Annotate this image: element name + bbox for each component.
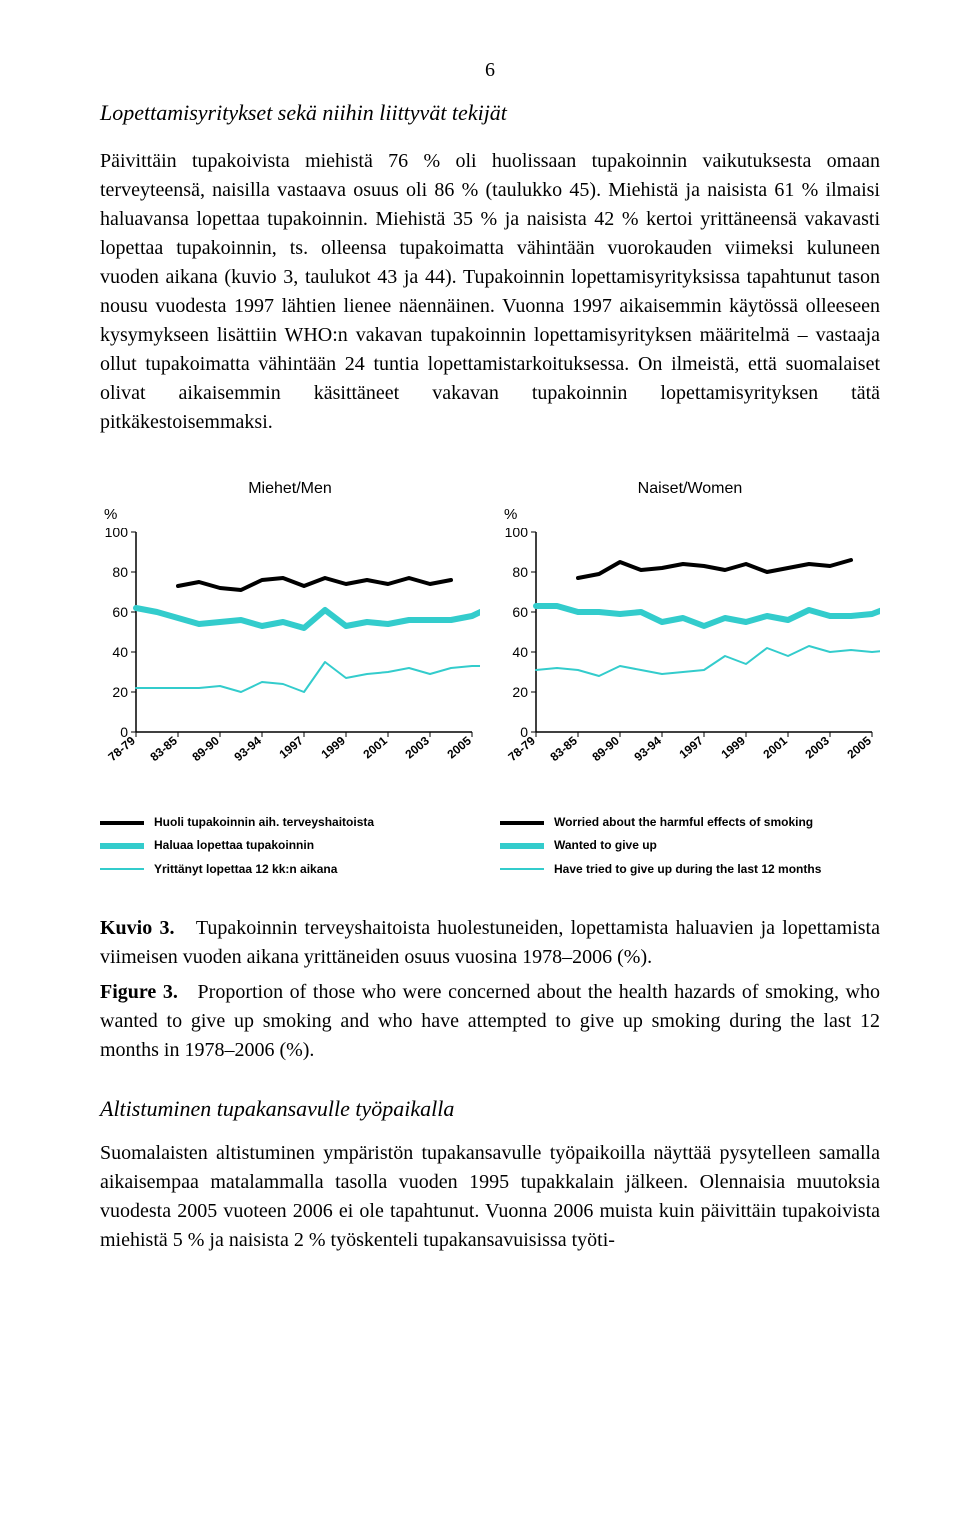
legend-label: Yrittänyt lopettaa 12 kk:n aikana bbox=[154, 861, 337, 878]
page-number: 6 bbox=[100, 56, 880, 85]
svg-text:100: 100 bbox=[505, 528, 529, 540]
svg-text:93-94: 93-94 bbox=[231, 733, 264, 764]
caption-fi: Kuvio 3. Tupakoinnin terveyshaitoista hu… bbox=[100, 914, 880, 972]
svg-text:100: 100 bbox=[105, 528, 129, 540]
svg-text:93-94: 93-94 bbox=[631, 733, 664, 764]
legend-item: Huoli tupakoinnin aih. terveyshaitoista bbox=[100, 814, 480, 831]
svg-text:2005: 2005 bbox=[844, 733, 874, 761]
chart-women-svg: 10080604020078-7983-8589-9093-9419971999… bbox=[500, 528, 880, 778]
body-paragraph-2: Suomalaisten altistuminen ympäristön tup… bbox=[100, 1139, 880, 1255]
legend-swatch bbox=[100, 843, 144, 849]
svg-text:2001: 2001 bbox=[360, 733, 390, 761]
legend-label: Huoli tupakoinnin aih. terveyshaitoista bbox=[154, 814, 374, 831]
section-heading-exposure: Altistuminen tupakansavulle työpaikalla bbox=[100, 1093, 880, 1125]
figure-caption: Kuvio 3. Tupakoinnin terveyshaitoista hu… bbox=[100, 914, 880, 1065]
svg-text:89-90: 89-90 bbox=[589, 733, 622, 764]
svg-text:83-85: 83-85 bbox=[547, 733, 580, 764]
legend-label: Wanted to give up bbox=[554, 837, 657, 854]
caption-en-lead: Figure 3. bbox=[100, 981, 178, 1003]
svg-text:60: 60 bbox=[112, 604, 128, 620]
legend-row: Huoli tupakoinnin aih. terveyshaitoista H… bbox=[100, 808, 880, 884]
chart-women-title: Naiset/Women bbox=[500, 477, 880, 500]
legend-swatch bbox=[500, 843, 544, 849]
svg-text:80: 80 bbox=[512, 564, 528, 580]
legend-swatch bbox=[500, 868, 544, 870]
legend-right: Worried about the harmful effects of smo… bbox=[500, 808, 880, 884]
caption-fi-text: Tupakoinnin terveyshaitoista huolestunei… bbox=[100, 917, 880, 968]
svg-text:20: 20 bbox=[512, 684, 528, 700]
chart-women-pctlabel: % bbox=[504, 504, 880, 526]
chart-men: Miehet/Men % 10080604020078-7983-8589-90… bbox=[100, 477, 480, 778]
chart-women: Naiset/Women % 10080604020078-7983-8589-… bbox=[500, 477, 880, 778]
svg-text:40: 40 bbox=[512, 644, 528, 660]
section-heading-quit-attempts: Lopettamisyritykset sekä niihin liittyvä… bbox=[100, 97, 880, 129]
legend-item: Have tried to give up during the last 12… bbox=[500, 861, 880, 878]
svg-text:80: 80 bbox=[112, 564, 128, 580]
legend-item: Worried about the harmful effects of smo… bbox=[500, 814, 880, 831]
svg-text:1999: 1999 bbox=[318, 733, 348, 761]
svg-text:89-90: 89-90 bbox=[189, 733, 222, 764]
svg-text:1997: 1997 bbox=[676, 733, 706, 761]
legend-label: Haluaa lopettaa tupakoinnin bbox=[154, 837, 314, 854]
svg-text:60: 60 bbox=[512, 604, 528, 620]
svg-text:40: 40 bbox=[112, 644, 128, 660]
legend-swatch bbox=[100, 821, 144, 825]
legend-item: Yrittänyt lopettaa 12 kk:n aikana bbox=[100, 861, 480, 878]
legend-item: Haluaa lopettaa tupakoinnin bbox=[100, 837, 480, 854]
chart-men-pctlabel: % bbox=[104, 504, 480, 526]
svg-text:20: 20 bbox=[112, 684, 128, 700]
svg-text:1999: 1999 bbox=[718, 733, 748, 761]
legend-label: Worried about the harmful effects of smo… bbox=[554, 814, 813, 831]
legend-swatch bbox=[500, 821, 544, 825]
svg-text:2003: 2003 bbox=[802, 733, 832, 761]
legend-swatch bbox=[100, 868, 144, 870]
charts-row: Miehet/Men % 10080604020078-7983-8589-90… bbox=[100, 477, 880, 778]
svg-text:2003: 2003 bbox=[402, 733, 432, 761]
svg-text:1997: 1997 bbox=[276, 733, 306, 761]
svg-text:2001: 2001 bbox=[760, 733, 790, 761]
chart-men-title: Miehet/Men bbox=[100, 477, 480, 500]
svg-text:2005: 2005 bbox=[444, 733, 474, 761]
body-paragraph-1: Päivittäin tupakoivista miehistä 76 % ol… bbox=[100, 147, 880, 437]
caption-en-text: Proportion of those who were concerned a… bbox=[100, 981, 880, 1061]
legend-left: Huoli tupakoinnin aih. terveyshaitoista H… bbox=[100, 808, 480, 884]
caption-fi-lead: Kuvio 3. bbox=[100, 917, 174, 939]
svg-text:83-85: 83-85 bbox=[147, 733, 180, 764]
legend-item: Wanted to give up bbox=[500, 837, 880, 854]
chart-men-svg: 10080604020078-7983-8589-9093-9419971999… bbox=[100, 528, 480, 778]
caption-en: Figure 3. Proportion of those who were c… bbox=[100, 978, 880, 1065]
legend-label: Have tried to give up during the last 12… bbox=[554, 861, 821, 878]
